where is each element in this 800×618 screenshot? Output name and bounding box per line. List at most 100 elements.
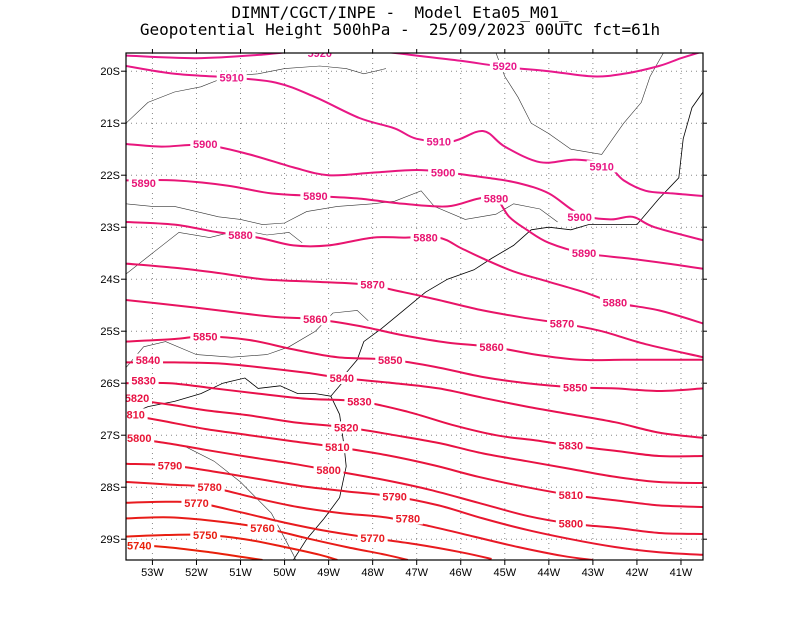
tick-label-lat: 28S [100,482,120,494]
contour-label-bg [560,381,591,394]
contour-label-bg [357,532,388,545]
contour-label-5820: 5820 [334,422,358,434]
tick-label-lon: 41W [670,567,693,579]
contour-5800 [126,436,703,535]
contour-label-5880: 5880 [228,230,252,242]
contour-label-bg [480,192,511,205]
contour-label-5870: 5870 [360,279,384,291]
contour-label-5810: 5810 [120,409,144,421]
contour-label-5890: 5890 [131,178,155,190]
contour-label-bg [555,489,586,501]
state-border [495,53,664,155]
contour-label-5790: 5790 [158,460,182,472]
contour-label-bg [247,521,278,534]
state-border [126,65,386,124]
tick-label-lon: 51W [229,567,252,579]
contour-label-bg [300,190,331,202]
contour-5820 [126,397,703,484]
tick-label-lat: 21S [100,118,120,130]
contour-label-bg [313,464,344,477]
contour-5770 [126,500,492,560]
contour-5750 [126,533,338,560]
plot-frame [125,52,704,561]
contour-label-5740: 5740 [127,540,151,552]
contour-label-bg [128,177,159,189]
contour-label-5900: 5900 [431,168,455,180]
contour-label-5880: 5880 [413,233,437,245]
contour-label-5840: 5840 [330,373,354,385]
contour-5790 [126,462,703,556]
coastline [293,396,347,560]
contour-5920 [126,53,702,78]
contour-5760 [126,516,409,560]
tick-label-lat: 24S [100,274,120,286]
contour-label-bg [569,247,600,260]
contour-label-5840: 5840 [136,355,160,367]
contour-label-5800: 5800 [559,519,583,531]
contour-label-5890: 5890 [484,194,508,206]
contour-label-5870: 5870 [550,318,574,330]
contour-label-bg [155,459,186,472]
contour-label-5770: 5770 [360,533,384,545]
contour-label-bg [300,313,331,326]
contour-label-5810: 5810 [325,442,349,454]
contour-label-bg [555,439,586,452]
contour-label-bg [181,496,212,509]
contour-label-5800: 5800 [127,433,151,445]
contour-label-bg [326,372,357,384]
contour-label-bg [190,138,221,150]
contour-label-bg [190,330,221,343]
contour-label-5820: 5820 [125,393,149,405]
tick-label-lat: 20S [100,66,120,78]
tick-label-lat: 27S [100,430,120,442]
tick-label-lon: 48W [361,567,384,579]
state-border [126,229,303,275]
contour-label-5920: 5920 [493,61,517,73]
tick-label-lon: 52W [185,567,208,579]
contour-label-bg [392,512,423,525]
contour-label-bg [126,431,155,444]
contour-label-5770: 5770 [184,498,208,510]
contour-5870 [126,262,703,359]
state-border [126,190,558,225]
contour-label-bg [423,135,454,148]
tick-label-lon: 50W [273,567,296,579]
contour-label-bg [410,231,441,244]
contour-label-bg [304,53,335,59]
title-line-2: Geopotential Height 500hPa - 25/09/2023 … [139,20,661,39]
contour-label-bg [133,353,164,366]
tick-label-lat: 26S [100,378,120,390]
tick-label-lon: 44W [538,567,561,579]
tick-label-lon: 42W [626,567,649,579]
contour-label-5910: 5910 [589,161,613,173]
contour-label-bg [126,539,155,552]
contour-label-bg [379,490,410,503]
tick-label-lon: 49W [317,567,340,579]
tick-label-lon: 45W [493,567,516,579]
contour-label-5780: 5780 [396,513,420,525]
contour-label-bg [476,340,507,353]
contour-label-5850: 5850 [193,331,217,343]
contour-label-5860: 5860 [303,314,327,326]
contour-5810 [126,413,703,508]
axis-ticks: 53W 52W 51W 50W 49W 48W 47W 46W 45W 44W 43W 42W 41W 2… [100,49,707,579]
state-border [126,310,369,368]
contour-label-5850: 5850 [563,382,587,394]
tick-label-lon: 53W [141,567,164,579]
contour-label-5800: 5800 [316,465,340,477]
contour-label-5860: 5860 [479,342,503,354]
contour-label-bg [375,353,406,366]
contour-label-bg [357,278,388,291]
contour-label-5780: 5780 [197,482,221,494]
contour-label-bg [428,166,459,179]
contour-5860 [126,299,703,362]
tick-label-lon: 46W [449,567,472,579]
contour-label-bg [216,71,247,84]
contour-label-bg [564,210,595,223]
contour-label-bg [126,408,148,421]
contour-label-5890: 5890 [572,248,596,260]
contour-label-bg [126,391,153,404]
contour-label-5790: 5790 [382,492,406,504]
contour-label-5830: 5830 [559,441,583,453]
